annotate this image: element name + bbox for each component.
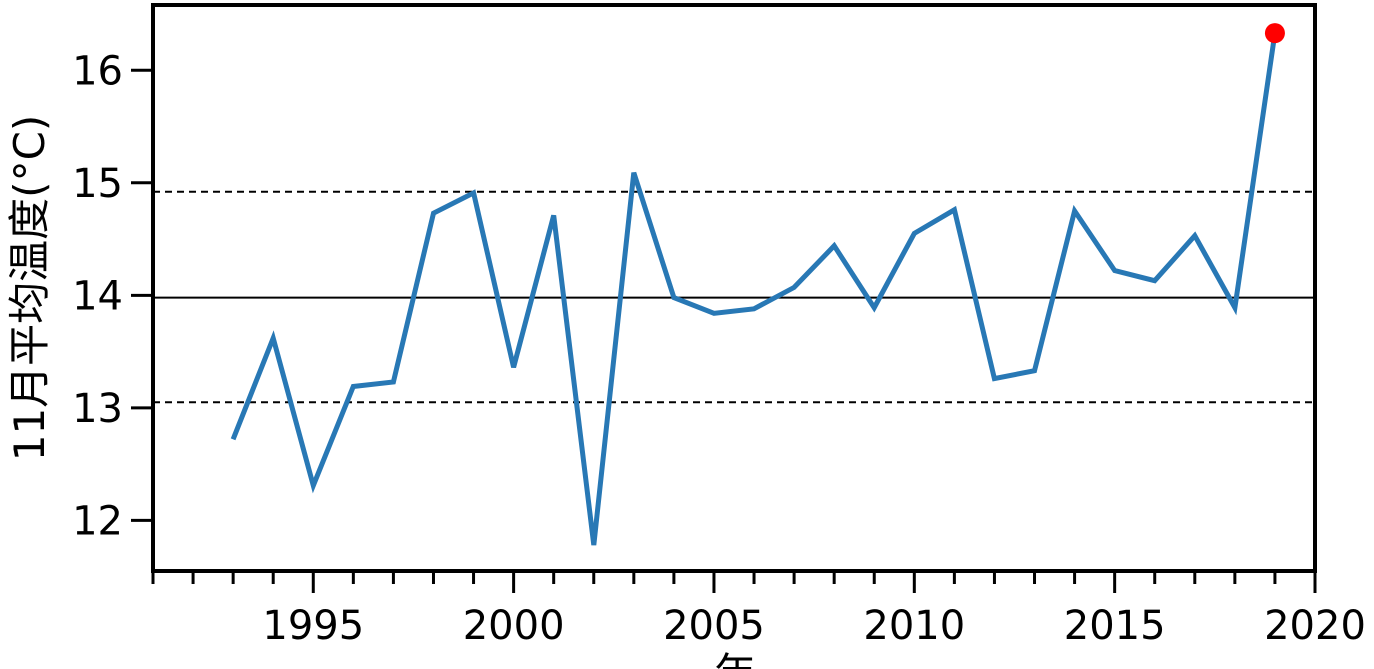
x-tick-label-2000: 2000: [463, 603, 565, 649]
highlight-layer: [1264, 23, 1285, 44]
plot-frame: [151, 3, 1317, 573]
y-tick-label-12: 12: [72, 498, 123, 544]
x-tick-label-2020: 2020: [1264, 603, 1366, 649]
y-tick-label-14: 14: [72, 273, 123, 319]
y-axis-label: 11月平均温度(°C): [5, 115, 54, 462]
x-tick-label-2015: 2015: [1064, 603, 1166, 649]
series-line-0: [230, 32, 1278, 546]
y-tick-label-13: 13: [72, 386, 123, 432]
y-axis: 12 13 14 15 16: [72, 48, 153, 544]
x-tick-label-2010: 2010: [863, 603, 965, 649]
x-axis: 1995 2000 2005 2010 2015 2020: [151, 571, 1366, 649]
y-tick-label-16: 16: [72, 48, 123, 94]
highlight-point: [1264, 23, 1285, 44]
y-tick-label-15: 15: [72, 161, 123, 207]
reference-lines: [153, 190, 1315, 404]
x-tick-label-1995: 1995: [262, 603, 364, 649]
series-layer: [230, 32, 1278, 546]
x-axis-label: 年: [714, 649, 756, 669]
x-tick-label-2005: 2005: [663, 603, 765, 649]
